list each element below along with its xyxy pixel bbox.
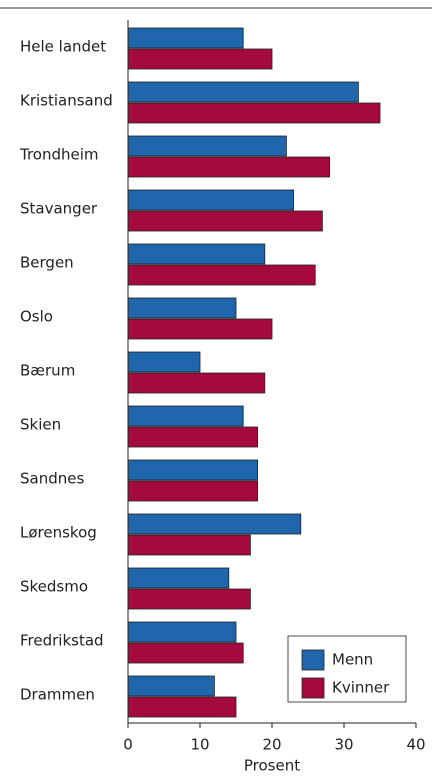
bar — [127, 534, 251, 556]
y-tick-label: Kristiansand — [20, 92, 113, 110]
y-tick-label: Sandnes — [20, 470, 84, 488]
bar — [127, 318, 273, 340]
bar — [127, 81, 359, 103]
bar — [127, 189, 295, 211]
bar — [127, 480, 259, 502]
bar — [127, 675, 215, 697]
y-tick-label: Hele landet — [20, 38, 106, 56]
y-tick-label: Skien — [20, 416, 61, 434]
bar — [127, 426, 259, 448]
bar — [127, 642, 244, 664]
y-tick-label: Fredrikstad — [20, 632, 104, 650]
legend-label: Menn — [332, 651, 373, 669]
bar — [127, 243, 266, 265]
bar — [127, 102, 381, 124]
bar — [127, 351, 201, 373]
bar — [127, 621, 237, 643]
bar — [127, 696, 237, 718]
y-tick-label: Trondheim — [19, 146, 99, 164]
bar — [127, 459, 259, 481]
bar — [127, 156, 331, 178]
bar — [127, 588, 251, 610]
x-tick-label: 30 — [334, 736, 353, 754]
bar — [127, 405, 244, 427]
x-tick-label: 10 — [190, 736, 209, 754]
x-tick-label: 40 — [406, 736, 425, 754]
y-tick-label: Drammen — [20, 686, 95, 704]
y-tick-label: Skedsmo — [20, 578, 88, 596]
y-tick-label: Stavanger — [20, 200, 98, 218]
bar — [127, 210, 323, 232]
bar — [127, 135, 287, 157]
y-tick-label: Bærum — [20, 362, 75, 380]
bar — [127, 27, 244, 49]
x-axis-label: Prosent — [244, 757, 300, 775]
legend-swatch — [301, 677, 325, 699]
bar — [127, 297, 237, 319]
bar — [127, 372, 266, 394]
bar — [127, 513, 302, 535]
x-tick-label: 20 — [262, 736, 281, 754]
bar — [127, 567, 230, 589]
bar — [127, 264, 316, 286]
y-tick-label: Lørenskog — [20, 524, 97, 542]
y-tick-label: Oslo — [20, 308, 53, 326]
legend-swatch — [301, 649, 325, 671]
bar — [127, 48, 273, 70]
x-tick-label: 0 — [123, 736, 133, 754]
y-tick-label: Bergen — [20, 254, 74, 272]
legend-label: Kvinner — [332, 679, 390, 697]
